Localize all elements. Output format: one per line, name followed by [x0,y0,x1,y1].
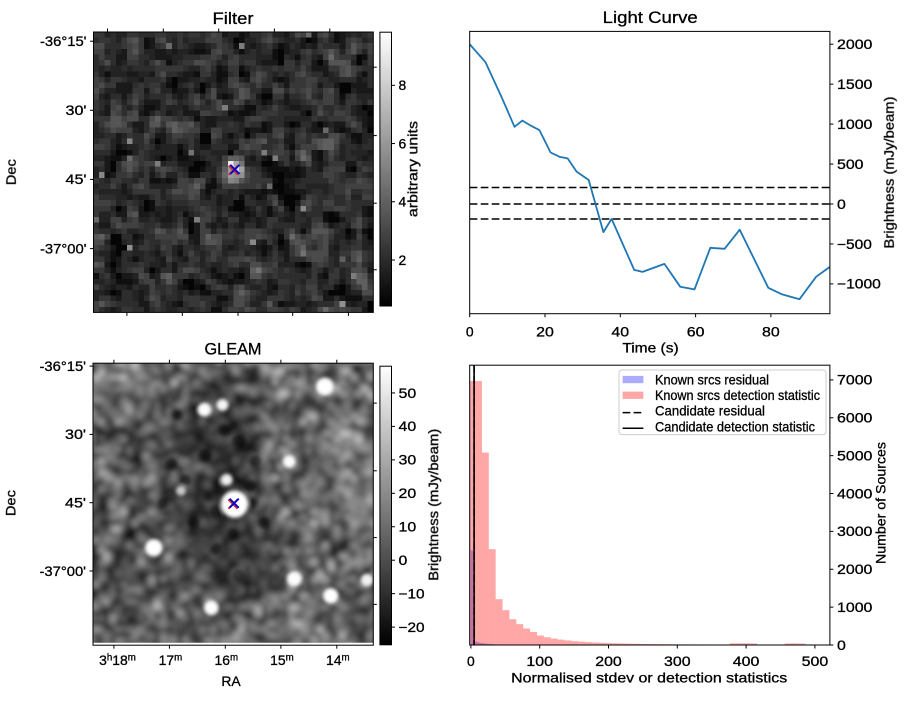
svg-text:GLEAM: GLEAM [205,340,262,359]
svg-text:2000: 2000 [837,36,873,52]
svg-text:Brightness (mJy/beam): Brightness (mJy/beam) [425,429,441,581]
svg-text:-37°00': -37°00' [40,563,87,579]
svg-text:-36°15': -36°15' [40,33,87,49]
svg-text:100: 100 [526,653,553,669]
svg-text:Time (s): Time (s) [622,340,678,356]
svg-text:50: 50 [399,385,417,401]
svg-text:Normalised stdev or detection: Normalised stdev or detection statistics [511,670,787,686]
svg-text:6000: 6000 [837,410,873,426]
svg-text:0: 0 [467,653,475,669]
svg-text:0: 0 [837,637,846,653]
svg-text:45': 45' [65,495,86,511]
svg-text:5000: 5000 [837,447,873,463]
svg-text:2000: 2000 [837,561,873,577]
svg-text:Filter: Filter [213,9,254,28]
svg-text:Dec: Dec [3,159,19,185]
svg-text:500: 500 [837,156,864,172]
svg-text:10: 10 [399,519,417,535]
svg-text:40: 40 [611,323,629,339]
svg-text:−1000: −1000 [837,276,881,292]
svg-text:arbitrary units: arbitrary units [405,121,421,217]
svg-text:1000: 1000 [837,599,873,615]
svg-text:0: 0 [399,552,408,568]
svg-text:-36°15': -36°15' [40,358,87,374]
svg-text:60: 60 [687,323,705,339]
svg-text:30': 30' [66,102,87,118]
svg-text:−500: −500 [837,236,872,252]
svg-text:0: 0 [837,196,846,212]
svg-text:RA: RA [221,673,241,689]
svg-text:Dec: Dec [3,490,19,516]
svg-text:4000: 4000 [837,485,873,501]
svg-text:200: 200 [595,653,622,669]
svg-text:8: 8 [399,77,407,93]
svg-text:20: 20 [536,323,554,339]
svg-text:3000: 3000 [837,523,873,539]
svg-text:7000: 7000 [837,372,873,388]
svg-text:-37°00': -37°00' [40,240,87,256]
svg-text:Brightness (mJy/beam): Brightness (mJy/beam) [881,97,897,249]
svg-text:2: 2 [399,252,407,268]
svg-text:80: 80 [762,323,780,339]
svg-text:Candidate detection statistic: Candidate detection statistic [655,418,815,434]
svg-text:30: 30 [399,452,417,468]
svg-text:45': 45' [66,171,87,187]
svg-text:20: 20 [399,485,417,501]
svg-text:Candidate residual: Candidate residual [655,403,765,419]
svg-text:30': 30' [65,426,86,442]
svg-text:−10: −10 [399,586,425,602]
svg-text:1000: 1000 [837,116,873,132]
svg-text:40: 40 [399,418,417,434]
svg-text:−20: −20 [399,619,425,635]
svg-text:Known srcs residual: Known srcs residual [655,371,769,387]
svg-text:Number of Sources: Number of Sources [873,442,889,564]
svg-text:Light Curve: Light Curve [603,8,698,27]
svg-text:500: 500 [802,653,829,669]
svg-text:400: 400 [733,653,760,669]
svg-text:1500: 1500 [837,76,873,92]
svg-text:Known srcs detection statistic: Known srcs detection statistic [655,387,820,403]
svg-text:0: 0 [466,323,474,339]
svg-text:300: 300 [664,653,691,669]
